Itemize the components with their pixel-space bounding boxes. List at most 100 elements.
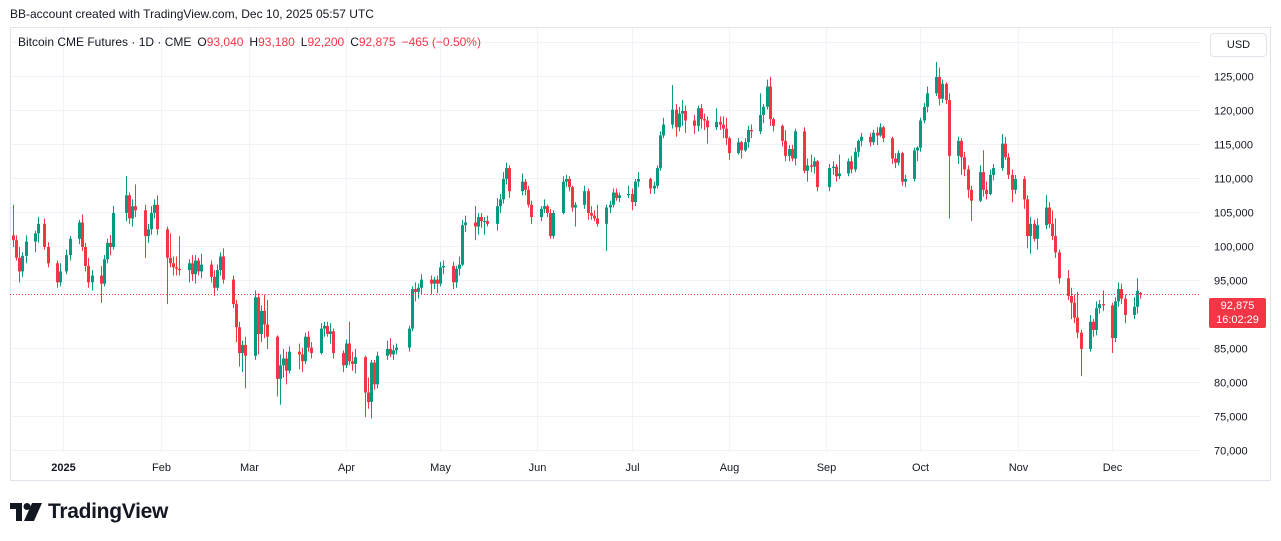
candle[interactable] bbox=[552, 210, 555, 239]
candle[interactable] bbox=[662, 117, 665, 139]
candle[interactable] bbox=[938, 67, 941, 106]
candle[interactable] bbox=[169, 233, 172, 268]
candle[interactable] bbox=[719, 116, 722, 130]
candle[interactable] bbox=[175, 256, 178, 276]
candle[interactable] bbox=[1029, 217, 1032, 254]
candle[interactable] bbox=[882, 125, 885, 143]
candle[interactable] bbox=[703, 113, 706, 130]
candle[interactable] bbox=[791, 144, 794, 162]
candle[interactable] bbox=[389, 338, 392, 358]
candle[interactable] bbox=[759, 93, 762, 135]
candle[interactable] bbox=[307, 331, 310, 352]
candle[interactable] bbox=[112, 206, 115, 250]
candle[interactable] bbox=[213, 270, 216, 296]
candle[interactable] bbox=[417, 283, 420, 299]
candle[interactable] bbox=[838, 154, 841, 179]
candle[interactable] bbox=[649, 177, 652, 194]
candle[interactable] bbox=[257, 293, 260, 355]
candle[interactable] bbox=[806, 158, 809, 182]
candle[interactable] bbox=[1004, 136, 1007, 160]
candle[interactable] bbox=[147, 223, 150, 243]
candle[interactable] bbox=[78, 219, 81, 245]
candle[interactable] bbox=[241, 340, 244, 373]
symbol-info[interactable]: Bitcoin CME Futures · 1D · CME bbox=[18, 35, 192, 49]
candle[interactable] bbox=[408, 325, 411, 352]
candle[interactable] bbox=[1014, 174, 1017, 194]
candle[interactable] bbox=[568, 176, 571, 192]
candle[interactable] bbox=[279, 354, 282, 405]
candle[interactable] bbox=[282, 348, 285, 378]
candle[interactable] bbox=[715, 108, 718, 130]
candle[interactable] bbox=[455, 266, 458, 288]
candle[interactable] bbox=[1023, 176, 1026, 209]
candle[interactable] bbox=[502, 172, 505, 204]
candle[interactable] bbox=[810, 154, 813, 173]
candle[interactable] bbox=[100, 266, 103, 303]
candle[interactable] bbox=[1011, 169, 1014, 203]
candle[interactable] bbox=[131, 199, 134, 227]
candle[interactable] bbox=[967, 165, 970, 198]
candle[interactable] bbox=[530, 200, 533, 224]
candle[interactable] bbox=[301, 347, 304, 373]
candle[interactable] bbox=[386, 340, 389, 360]
candle[interactable] bbox=[869, 132, 872, 147]
candle[interactable] bbox=[329, 323, 332, 344]
candle[interactable] bbox=[367, 377, 370, 409]
candle[interactable] bbox=[288, 346, 291, 374]
candle[interactable] bbox=[222, 248, 225, 284]
candle[interactable] bbox=[609, 200, 612, 213]
candle[interactable] bbox=[364, 355, 367, 417]
candle[interactable] bbox=[722, 116, 725, 139]
candle[interactable] bbox=[25, 235, 28, 264]
candle[interactable] bbox=[109, 234, 112, 256]
candle[interactable] bbox=[1120, 283, 1123, 305]
candle[interactable] bbox=[1051, 210, 1054, 241]
candle[interactable] bbox=[47, 242, 50, 268]
candle[interactable] bbox=[737, 138, 740, 155]
candle[interactable] bbox=[1098, 300, 1101, 314]
candle[interactable] bbox=[1067, 270, 1070, 300]
candle[interactable] bbox=[769, 76, 772, 126]
candle[interactable] bbox=[194, 255, 197, 284]
candle[interactable] bbox=[172, 256, 175, 276]
candle[interactable] bbox=[728, 136, 731, 160]
candle[interactable] bbox=[832, 161, 835, 175]
candle[interactable] bbox=[254, 290, 257, 360]
candle[interactable] bbox=[1117, 282, 1120, 307]
candle[interactable] bbox=[452, 261, 455, 290]
candle[interactable] bbox=[1111, 302, 1114, 354]
candle[interactable] bbox=[574, 202, 577, 227]
candle[interactable] bbox=[794, 128, 797, 166]
candle[interactable] bbox=[499, 193, 502, 213]
candle[interactable] bbox=[285, 351, 288, 385]
candle[interactable] bbox=[605, 204, 608, 252]
candle[interactable] bbox=[430, 275, 433, 295]
candle[interactable] bbox=[901, 151, 904, 186]
candle[interactable] bbox=[671, 85, 674, 129]
candle[interactable] bbox=[1054, 218, 1057, 258]
candle[interactable] bbox=[442, 260, 445, 275]
candle[interactable] bbox=[150, 206, 153, 235]
candle[interactable] bbox=[370, 359, 373, 419]
candle[interactable] bbox=[1048, 202, 1051, 228]
candle[interactable] bbox=[191, 255, 194, 281]
candle[interactable] bbox=[891, 136, 894, 164]
candle[interactable] bbox=[197, 257, 200, 276]
candle[interactable] bbox=[1001, 134, 1004, 171]
candle[interactable] bbox=[813, 157, 816, 174]
candle[interactable] bbox=[857, 139, 860, 158]
candle[interactable] bbox=[34, 230, 37, 253]
candle[interactable] bbox=[411, 286, 414, 332]
candle[interactable] bbox=[310, 342, 313, 359]
candle[interactable] bbox=[781, 124, 784, 147]
candle[interactable] bbox=[618, 192, 621, 203]
candle[interactable] bbox=[527, 185, 530, 208]
candle[interactable] bbox=[18, 246, 21, 283]
candle[interactable] bbox=[354, 348, 357, 374]
candle[interactable] bbox=[923, 102, 926, 124]
candle[interactable] bbox=[464, 215, 467, 232]
candle[interactable] bbox=[681, 100, 684, 126]
candle[interactable] bbox=[985, 181, 988, 200]
candle[interactable] bbox=[634, 178, 637, 207]
